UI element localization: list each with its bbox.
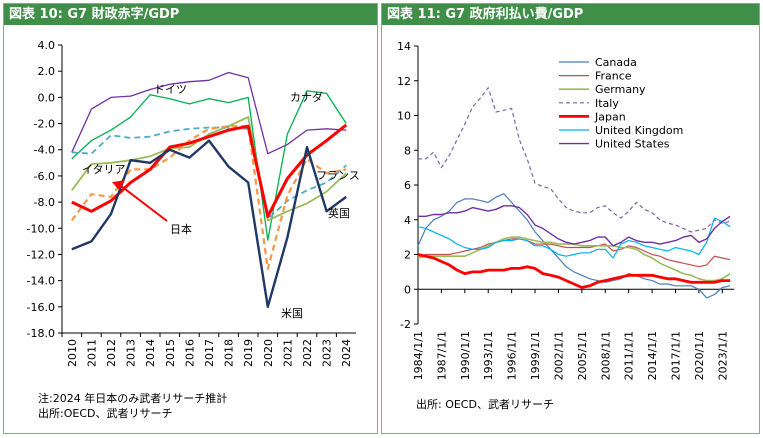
japan-arrowhead <box>112 180 125 191</box>
x-tick-label: 2010 <box>66 339 79 367</box>
chart-panel-deficit: 図表 10: G7 財政赤字/GDP -18.0 -16.0 -14.0 -12.0-… <box>3 3 378 434</box>
series-line-United Kingdom <box>417 217 731 259</box>
chart-note: 注:2024 年日本のみ武者リサーチ推計 <box>38 392 228 405</box>
legend-label-France: France <box>595 70 632 83</box>
series-line-カナダ <box>71 90 347 241</box>
series-line-米国 <box>71 139 347 308</box>
series-line-United States <box>418 205 731 247</box>
x-tick-label: 2013 <box>125 339 138 367</box>
series-label-英国: 英国 <box>328 206 350 220</box>
y-tick-label: 12 <box>397 75 411 88</box>
x-tick-label: 2017 <box>203 339 216 367</box>
series-label-日本: 日本 <box>170 222 192 236</box>
series-line-Japan <box>417 253 731 289</box>
x-tick-label: 1993/1/1 <box>482 331 495 380</box>
y-tick-label: 8 <box>404 144 411 157</box>
y-tick-label: -2.0 <box>34 118 55 131</box>
y-tick-label: 6 <box>404 179 411 192</box>
series-line-フランス <box>71 126 347 221</box>
legend-label-Japan: Japan <box>594 110 626 123</box>
y-tick-label: 10 <box>397 110 411 123</box>
legend-label-United States: United States <box>595 138 670 151</box>
series-line-イタリア <box>71 116 347 222</box>
series-label-米国: 米国 <box>281 307 303 320</box>
legend-label-Italy: Italy <box>595 97 619 110</box>
chart-title: 図表 10: G7 財政赤字/GDP <box>4 4 377 25</box>
x-tick-label: 1984/1/1 <box>412 331 425 380</box>
y-tick-label: 0.0 <box>38 91 56 104</box>
x-tick-label: 2021 <box>281 339 294 367</box>
y-tick-label: 2.0 <box>38 65 56 78</box>
x-tick-label: 2024 <box>340 339 353 367</box>
legend-label-United Kingdom: United Kingdom <box>595 124 683 137</box>
series-line-ドイツ <box>71 71 347 155</box>
x-tick-label: 2018 <box>223 339 236 367</box>
legend-label-Germany: Germany <box>595 83 646 96</box>
x-tick-label: 1987/1/1 <box>435 331 448 380</box>
series-label-カナダ: カナダ <box>290 90 323 104</box>
x-tick-label: 2011 <box>85 339 98 367</box>
series-label-フランス: フランス <box>316 169 360 182</box>
series-line-France <box>417 238 731 268</box>
x-tick-label: 2016 <box>183 339 196 367</box>
japan-arrow-shaft <box>119 184 168 222</box>
chart-panel-interest: 図表 11: G7 政府利払い費/GDP -2 0 2 4 6 8 10 12 14 1984/1… <box>381 3 760 434</box>
x-tick-label: 2019 <box>242 339 255 367</box>
x-tick-label: 2008/1/1 <box>599 331 612 380</box>
y-tick-label: -6.0 <box>34 170 55 183</box>
x-tick-label: 2014 <box>144 339 157 367</box>
x-tick-label: 2017/1/1 <box>669 331 682 380</box>
y-tick-label: -10.0 <box>27 222 55 235</box>
y-tick-label: 4 <box>404 214 411 227</box>
y-tick-label: -16.0 <box>27 301 55 314</box>
legend-label-Canada: Canada <box>595 56 637 69</box>
x-tick-label: 2023 <box>321 339 334 367</box>
y-tick-label: 2 <box>404 249 411 262</box>
x-tick-label: 2023/1/1 <box>716 331 729 380</box>
y-tick-label: 4.0 <box>38 39 56 52</box>
y-tick-label: -8.0 <box>34 196 55 209</box>
x-tick-label: 1996/1/1 <box>506 331 519 380</box>
chart-source: 出所:OECD、武者リサーチ <box>38 407 173 420</box>
x-tick-label: 2015 <box>164 339 177 367</box>
x-tick-label: 2022 <box>301 339 314 367</box>
x-tick-label: 2002/1/1 <box>552 331 565 380</box>
y-tick-label: -14.0 <box>27 275 55 288</box>
y-tick-label: -18.0 <box>27 327 55 340</box>
y-tick-label: 0 <box>404 283 411 296</box>
x-tick-label: 2011/1/1 <box>623 331 636 380</box>
x-tick-label: 2005/1/1 <box>576 331 589 380</box>
x-tick-label: 1990/1/1 <box>459 331 472 380</box>
series-line-Italy <box>418 87 731 233</box>
x-tick-label: 1999/1/1 <box>529 331 542 380</box>
series-label-ドイツ: ドイツ <box>154 83 187 96</box>
x-tick-label: 2014/1/1 <box>646 331 659 380</box>
chart-source: 出所: OECD、武者リサーチ <box>416 398 554 411</box>
series-label-イタリア: イタリア <box>82 163 126 176</box>
x-tick-label: 2020 <box>262 339 275 367</box>
x-tick-label: 2012 <box>105 339 118 367</box>
y-tick-label: -2 <box>400 318 411 331</box>
chart-title: 図表 11: G7 政府利払い費/GDP <box>382 4 759 25</box>
interest-chart: -2 0 2 4 6 8 10 12 14 1984/1/1 1987/1/1 1990/1/1 199… <box>397 40 734 380</box>
y-tick-label: 14 <box>397 40 411 53</box>
y-tick-label: -12.0 <box>27 248 55 261</box>
x-tick-label: 2020/1/1 <box>693 331 706 380</box>
series-line-Canada <box>417 193 731 299</box>
deficit-chart: -18.0 -16.0 -14.0 -12.0 -10.0 -8.0 -6.0 -4.0 -2.… <box>27 39 360 367</box>
y-tick-label: -4.0 <box>34 144 55 157</box>
